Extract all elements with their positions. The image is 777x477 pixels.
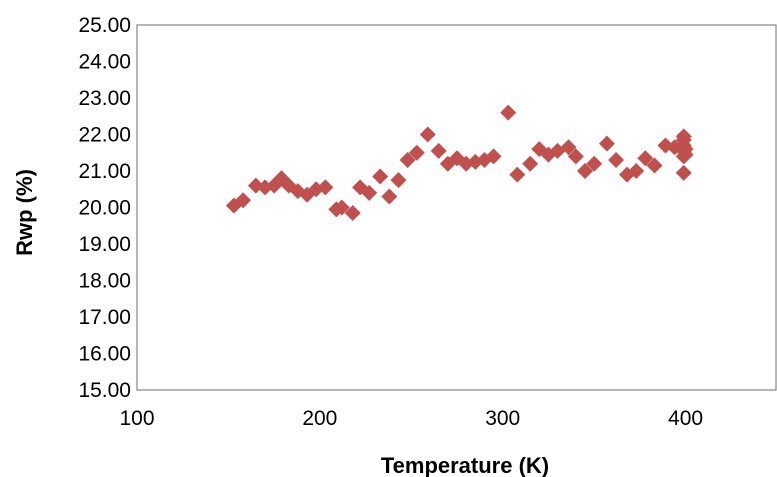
data-points bbox=[225, 104, 694, 221]
data-point bbox=[509, 166, 526, 183]
data-point bbox=[567, 148, 584, 165]
data-point bbox=[598, 135, 615, 152]
x-axis-title: Temperature (K) bbox=[381, 453, 549, 477]
x-tick-label: 100 bbox=[119, 407, 154, 430]
x-tick-label: 400 bbox=[668, 407, 703, 430]
data-point bbox=[235, 192, 252, 209]
data-point bbox=[399, 152, 416, 169]
x-tick-label: 200 bbox=[302, 407, 337, 430]
data-point bbox=[361, 184, 378, 201]
y-tick-label: 15.00 bbox=[78, 379, 131, 402]
data-point bbox=[646, 157, 663, 174]
data-point bbox=[522, 155, 539, 172]
data-point bbox=[419, 126, 436, 143]
data-point bbox=[577, 163, 593, 179]
y-tick-label: 18.00 bbox=[78, 270, 131, 293]
data-point bbox=[485, 148, 502, 165]
data-point bbox=[500, 104, 517, 121]
data-point bbox=[408, 144, 425, 161]
data-point bbox=[372, 168, 389, 185]
y-tick-label: 22.00 bbox=[78, 124, 131, 147]
data-point bbox=[317, 179, 334, 196]
x-axis-ticks: 100 200 300 400 bbox=[119, 407, 703, 430]
data-point bbox=[344, 204, 361, 221]
data-point bbox=[560, 139, 577, 156]
data-point bbox=[637, 150, 654, 167]
y-tick-label: 16.00 bbox=[78, 343, 131, 366]
data-point bbox=[677, 146, 694, 163]
y-tick-label: 24.00 bbox=[78, 51, 131, 74]
data-point bbox=[390, 172, 407, 189]
y-tick-label: 25.00 bbox=[78, 14, 131, 37]
data-point bbox=[675, 164, 692, 181]
data-point bbox=[586, 155, 603, 172]
y-tick-label: 21.00 bbox=[78, 160, 131, 183]
y-tick-label: 17.00 bbox=[78, 306, 131, 329]
y-axis-ticks: 15.00 16.00 17.00 18.00 19.00 20.00 21.00 22.00… bbox=[78, 14, 131, 402]
y-tick-label: 19.00 bbox=[78, 233, 131, 256]
y-tick-label: 20.00 bbox=[78, 197, 131, 220]
y-axis-title: Rwp (%) bbox=[12, 169, 37, 256]
data-point bbox=[628, 163, 645, 179]
y-tick-label: 23.00 bbox=[78, 87, 131, 110]
data-point bbox=[381, 188, 398, 205]
data-point bbox=[430, 142, 447, 159]
data-point bbox=[333, 199, 350, 216]
data-point bbox=[608, 152, 625, 169]
x-tick-label: 300 bbox=[485, 407, 520, 430]
